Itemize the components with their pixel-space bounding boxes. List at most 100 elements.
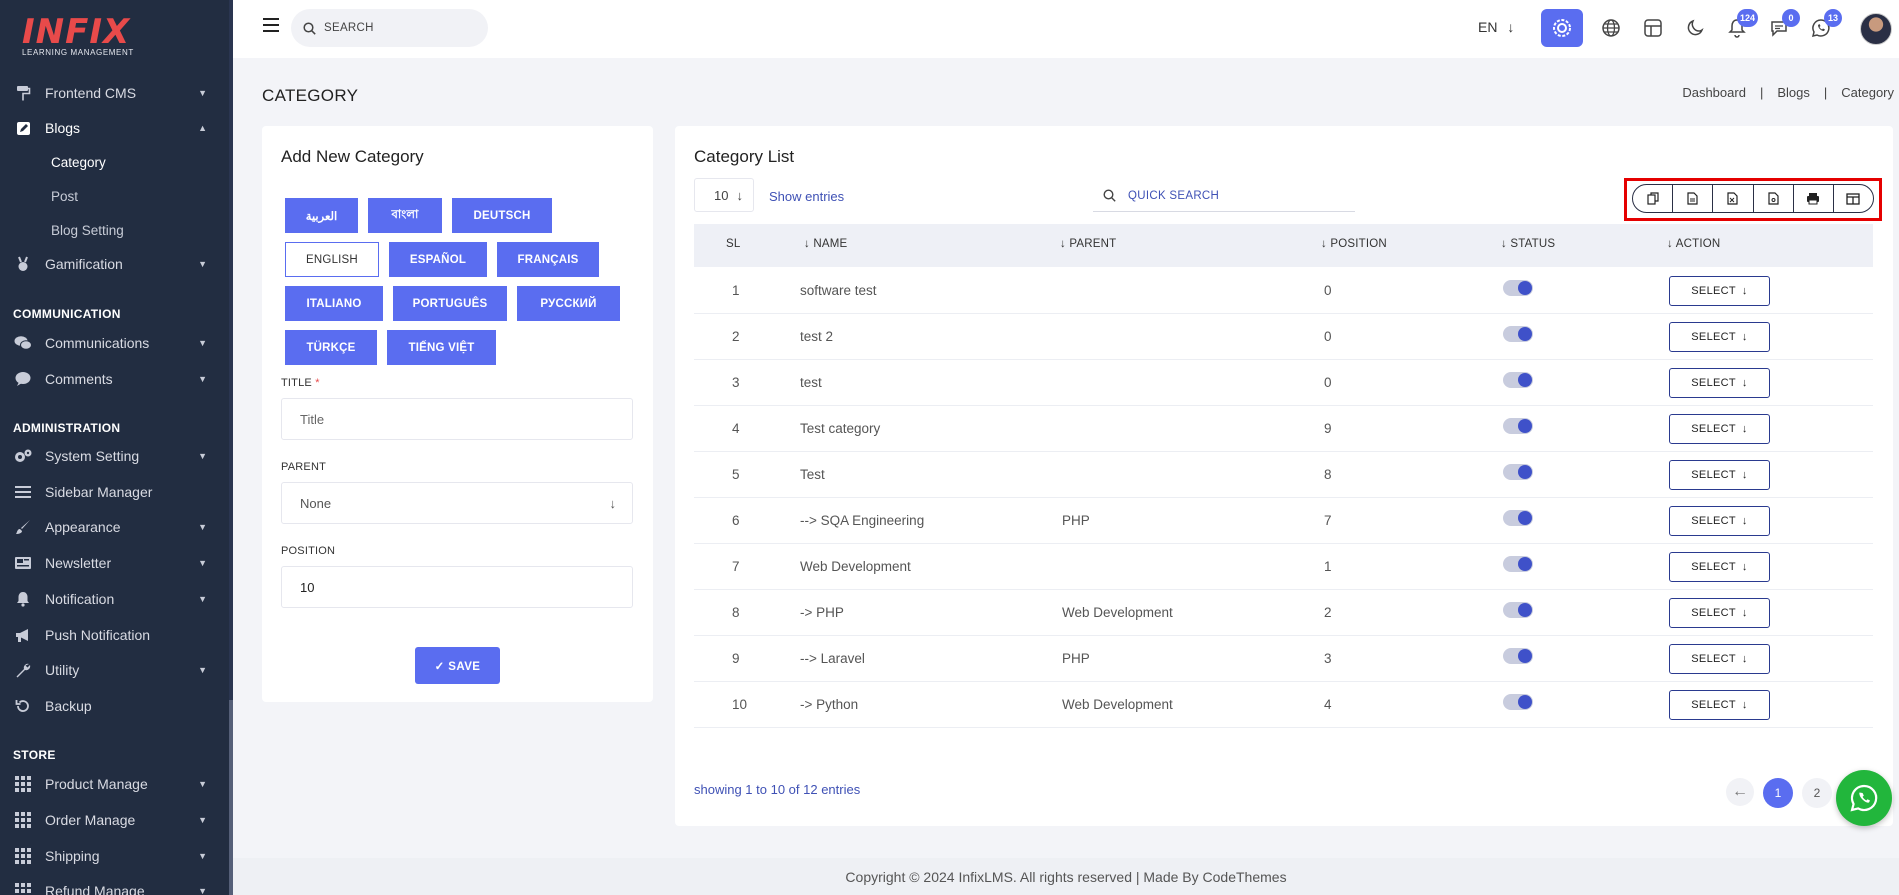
avatar[interactable] — [1860, 13, 1892, 45]
search-input[interactable]: SEARCH — [291, 9, 488, 47]
pagination-page-1[interactable]: 1 — [1763, 778, 1793, 808]
status-toggle[interactable] — [1503, 418, 1533, 434]
gears-icon — [13, 446, 33, 466]
column-position[interactable]: ↓ POSITION — [1321, 238, 1387, 250]
action-select-label: SELECT — [1691, 607, 1736, 619]
sidebar-item-notification[interactable]: Notification ▼ — [0, 584, 229, 614]
lang-button-tieng-viet[interactable]: TIẾNG VIỆT — [387, 330, 496, 365]
action-select-button[interactable]: SELECT ↓ — [1669, 644, 1770, 674]
dark-mode-icon[interactable] — [1684, 17, 1706, 39]
status-toggle[interactable] — [1503, 280, 1533, 296]
settings-button[interactable] — [1541, 9, 1583, 47]
sidebar-subitem-category[interactable]: Category — [51, 155, 106, 170]
sidebar-item-push-notification[interactable]: Push Notification — [0, 620, 229, 650]
pdf-button[interactable] — [1754, 185, 1794, 212]
sidebar-item-product-manage[interactable]: Product Manage ▼ — [0, 769, 229, 799]
sidebar-item-system-setting[interactable]: System Setting ▼ — [0, 441, 229, 471]
sidebar-item-comments[interactable]: Comments ▼ — [0, 364, 229, 394]
logo[interactable]: INFIX LEARNING MANAGEMENT — [22, 14, 134, 57]
breadcrumb-dashboard[interactable]: Dashboard — [1682, 85, 1746, 100]
column-status[interactable]: ↓ STATUS — [1501, 238, 1555, 250]
copy-button[interactable] — [1633, 185, 1674, 212]
lang-button-bangla[interactable]: বাংলা — [368, 198, 442, 233]
lang-button-turkce[interactable]: TÜRKÇE — [285, 330, 377, 365]
entries-select[interactable]: 10 ↓ — [694, 178, 754, 212]
action-select-button[interactable]: SELECT ↓ — [1669, 368, 1770, 398]
save-button[interactable]: ✓ SAVE — [415, 647, 500, 684]
menu-toggle-icon[interactable] — [263, 18, 279, 32]
print-button[interactable] — [1794, 185, 1834, 212]
layout-icon[interactable] — [1642, 17, 1664, 39]
pagination-prev-button[interactable]: ← — [1726, 778, 1754, 806]
sidebar-item-utility[interactable]: Utility ▼ — [0, 655, 229, 685]
status-toggle[interactable] — [1503, 326, 1533, 342]
toggle-knob — [1518, 603, 1532, 617]
sidebar-item-backup[interactable]: Backup — [0, 691, 229, 721]
csv-button[interactable] — [1673, 185, 1714, 212]
sidebar-scrollbar-thumb[interactable] — [229, 700, 233, 895]
sidebar-item-communications[interactable]: Communications ▼ — [0, 328, 229, 358]
bell-icon — [13, 589, 33, 609]
action-select-button[interactable]: SELECT ↓ — [1669, 552, 1770, 582]
sidebar-subitem-blog-setting[interactable]: Blog Setting — [51, 223, 124, 238]
cell-parent: Web Development — [1062, 697, 1173, 712]
column-parent[interactable]: ↓ PARENT — [1060, 238, 1116, 250]
sidebar-item-newsletter[interactable]: Newsletter ▼ — [0, 548, 229, 578]
lang-button-arabic[interactable]: العربية — [285, 198, 358, 233]
parent-label: PARENT — [281, 461, 327, 473]
history-icon — [13, 696, 33, 716]
column-name[interactable]: ↓ NAME — [804, 238, 847, 250]
whatsapp-button[interactable] — [1836, 770, 1892, 826]
lang-button-francais[interactable]: FRANÇAIS — [497, 242, 599, 277]
quick-search-input[interactable]: QUICK SEARCH — [1093, 180, 1355, 212]
position-input[interactable]: 10 — [281, 566, 633, 608]
sidebar-scrollbar[interactable] — [229, 0, 233, 895]
status-toggle[interactable] — [1503, 694, 1533, 710]
sidebar-item-blogs[interactable]: Blogs ▲ — [0, 113, 229, 143]
column-visibility-button[interactable] — [1834, 185, 1873, 212]
column-action[interactable]: ↓ ACTION — [1667, 238, 1720, 250]
status-toggle[interactable] — [1503, 602, 1533, 618]
whatsapp-chat-icon[interactable]: 13 — [1810, 9, 1842, 39]
sidebar-item-order-manage[interactable]: Order Manage ▼ — [0, 805, 229, 835]
globe-icon[interactable] — [1600, 17, 1622, 39]
lang-button-deutsch[interactable]: DEUTSCH — [452, 198, 552, 233]
sidebar-subitem-post[interactable]: Post — [51, 189, 79, 204]
status-toggle[interactable] — [1503, 464, 1533, 480]
action-select-button[interactable]: SELECT ↓ — [1669, 460, 1770, 490]
column-sl[interactable]: SL — [726, 238, 741, 250]
lang-button-english[interactable]: ENGLISH — [285, 242, 379, 277]
lang-button-russian[interactable]: РУССКИЙ — [517, 286, 620, 321]
pagination-page-2[interactable]: 2 — [1802, 778, 1832, 808]
status-toggle[interactable] — [1503, 556, 1533, 572]
lang-button-italiano[interactable]: ITALIANO — [285, 286, 383, 321]
sidebar-item-label: Communications — [45, 335, 150, 351]
sidebar-item-gamification[interactable]: Gamification ▼ — [0, 249, 229, 279]
sidebar-item-appearance[interactable]: Appearance ▼ — [0, 512, 229, 542]
page-title: CATEGORY — [262, 86, 359, 105]
action-select-button[interactable]: SELECT ↓ — [1669, 322, 1770, 352]
excel-button[interactable] — [1713, 185, 1754, 212]
status-toggle[interactable] — [1503, 648, 1533, 664]
action-select-button[interactable]: SELECT ↓ — [1669, 690, 1770, 720]
lang-button-portugues[interactable]: PORTUGUÊS — [393, 286, 507, 321]
lang-button-espanol[interactable]: ESPAÑOL — [389, 242, 487, 277]
parent-select[interactable]: None ↓ — [281, 482, 633, 524]
sidebar-item-shipping[interactable]: Shipping ▼ — [0, 841, 229, 871]
action-select-button[interactable]: SELECT ↓ — [1669, 598, 1770, 628]
status-toggle[interactable] — [1503, 372, 1533, 388]
title-input[interactable]: Title — [281, 398, 633, 440]
status-toggle[interactable] — [1503, 510, 1533, 526]
sidebar-item-frontend-cms[interactable]: Frontend CMS ▼ — [0, 78, 229, 108]
action-select-button[interactable]: SELECT ↓ — [1669, 276, 1770, 306]
sidebar-item-sidebar-manager[interactable]: Sidebar Manager — [0, 477, 229, 507]
sidebar-item-refund-manage[interactable]: Refund Manage ▼ — [0, 876, 229, 895]
breadcrumb-separator: | — [1823, 85, 1828, 100]
action-select-button[interactable]: SELECT ↓ — [1669, 414, 1770, 444]
breadcrumb-blogs[interactable]: Blogs — [1777, 85, 1810, 100]
language-selector[interactable]: EN ↓ — [1478, 19, 1514, 35]
message-icon[interactable]: 0 — [1768, 9, 1800, 39]
notification-bell-icon[interactable]: 124 — [1726, 9, 1758, 39]
cell-position: 0 — [1324, 283, 1332, 298]
action-select-button[interactable]: SELECT ↓ — [1669, 506, 1770, 536]
